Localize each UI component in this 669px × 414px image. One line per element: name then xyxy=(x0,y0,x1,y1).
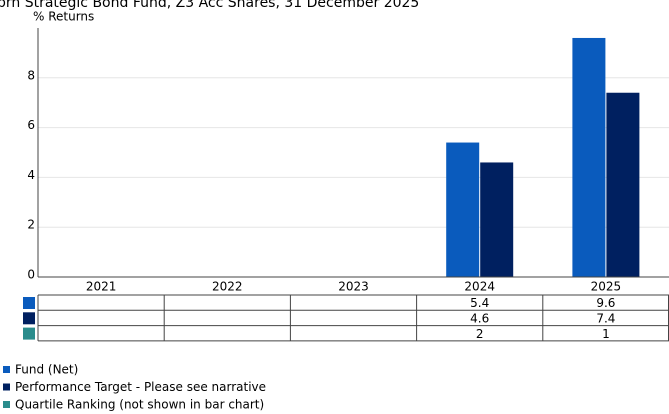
y-tick-label: 2 xyxy=(27,218,35,232)
table-cell: 7.4 xyxy=(596,311,615,325)
bar xyxy=(480,162,514,277)
x-tick-label: 2025 xyxy=(591,280,622,294)
x-tick-label: 2021 xyxy=(86,280,117,294)
x-tick-label: 2024 xyxy=(464,280,495,294)
x-tick-label: 2022 xyxy=(212,280,243,294)
legend-label: Quartile Ranking (not shown in bar chart… xyxy=(15,398,264,412)
y-axis-label: % Returns xyxy=(33,10,94,24)
legend-swatch xyxy=(23,312,35,325)
legend-swatch xyxy=(3,401,10,408)
bar xyxy=(606,92,640,278)
chart-title: brn Strategic Bond Fund, Z3 Acc Shares, … xyxy=(0,0,419,11)
legend-swatch xyxy=(23,297,35,309)
y-tick-label: 6 xyxy=(27,118,35,132)
legend-swatch xyxy=(3,366,10,373)
table-cell: 2 xyxy=(476,327,484,341)
legend-label: Fund (Net) xyxy=(15,363,78,377)
table-cell: 9.6 xyxy=(596,296,615,310)
y-tick-label: 4 xyxy=(27,168,35,182)
y-tick-label: 8 xyxy=(27,68,35,82)
bar xyxy=(446,142,480,277)
table-cell: 5.4 xyxy=(470,296,489,310)
legend-label: Performance Target - Please see narrativ… xyxy=(15,380,266,394)
legend-swatch xyxy=(3,383,10,391)
legend-swatch xyxy=(23,327,35,340)
x-tick-label: 2023 xyxy=(338,280,369,294)
y-tick-label: 0 xyxy=(27,268,35,282)
table-cell: 4.6 xyxy=(470,311,489,325)
bar xyxy=(572,37,606,278)
table-cell: 1 xyxy=(602,327,610,341)
